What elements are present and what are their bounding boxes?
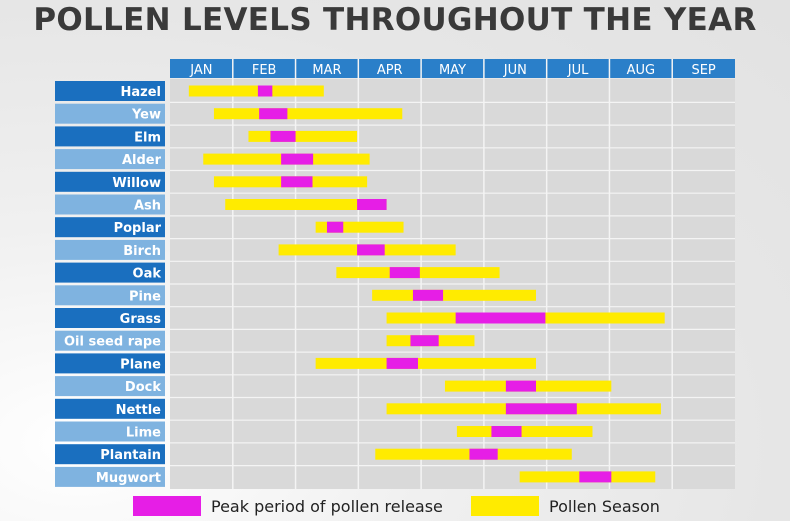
row-label-box [55,466,165,487]
peak-bar-yew [259,108,288,120]
row-oak: Oak [55,260,735,283]
legend-label-peak: Peak period of pollen release [211,496,443,516]
row-label-box [55,149,165,170]
row-label-box [55,126,165,147]
row-label: Lime [126,426,161,441]
row-label-box [55,398,165,419]
row-oil-seed-rape: Oil seed rape [55,328,735,351]
legend-swatch-season [471,496,539,516]
row-label-box [55,421,165,442]
row-label: Grass [120,312,162,327]
row-label-box [55,239,165,260]
month-label-mar: MAR [312,63,341,78]
peak-bar-oak [389,267,420,279]
peak-bar-birch [357,244,385,256]
peak-bar-plantain [469,448,498,460]
row-birch: Birch [55,238,735,260]
row-label-box [55,376,165,397]
row-ash: Ash [55,192,735,215]
row-label: Yew [131,108,161,123]
row-label-box [55,353,165,374]
row-label: Plane [120,357,161,372]
row-label: Oil seed rape [64,335,161,350]
row-lime: Lime [55,419,735,442]
row-label-box [55,81,165,101]
row-label: Poplar [114,221,162,236]
row-label: Dock [125,380,161,395]
row-label-box [55,194,165,215]
peak-bar-ash [357,199,387,210]
row-alder: Alder [55,147,735,170]
row-label-box [55,285,165,306]
peak-bar-hazel [257,85,273,97]
row-label: Elm [134,130,161,145]
row-label-box [55,217,165,238]
month-label-feb: FEB [252,63,277,78]
row-label: Ash [134,199,161,214]
chart-title: POLLEN LEVELS THROUGHOUT THE YEAR [33,2,757,38]
row-plantain: Plantain [55,442,735,465]
season-bar-ash [225,199,387,210]
row-pine: Pine [55,283,735,306]
peak-bar-elm [270,130,296,142]
row-elm: Elm [55,124,735,147]
peak-bar-dock [505,380,536,392]
peak-bar-alder [281,153,314,165]
season-bar-yew [213,108,403,120]
month-label-may: MAY [439,63,466,78]
peak-bar-nettle [505,403,577,415]
row-grass: Grass [55,306,735,328]
month-header-band [170,59,735,78]
peak-bar-willow [281,176,313,188]
season-bar-elm [248,130,358,142]
peak-bar-oil-seed-rape [410,335,439,347]
legend-item-season: Pollen Season [471,496,660,516]
month-label-apr: APR [377,63,403,78]
row-willow: Willow [55,169,735,192]
row-poplar: Poplar [55,215,735,238]
peak-bar-plane [386,357,418,369]
month-label-sep: SEP [691,63,715,78]
peak-bar-grass [455,312,546,324]
season-bar-hazel [188,85,324,97]
peak-bar-lime [491,426,522,437]
row-plane: Plane [55,351,735,374]
legend-label-season: Pollen Season [549,496,660,516]
season-bar-plane [315,357,536,369]
month-label-jun: JUN [503,63,527,78]
row-yew: Yew [55,101,735,124]
legend-item-peak: Peak period of pollen release [133,496,443,516]
legend: Peak period of pollen release Pollen Sea… [0,496,790,520]
row-label: Hazel [121,85,162,100]
season-bar-poplar [315,221,404,233]
month-label-jan: JAN [189,63,212,78]
season-bar-lime [456,426,593,437]
row-label: Mugwort [96,471,161,486]
row-label-box [55,103,165,124]
row-label-box [55,330,165,351]
row-label-box [55,171,165,192]
month-label-jul: JUL [567,63,589,78]
peak-bar-pine [412,289,444,301]
row-mugwort: Mugwort [55,465,735,487]
row-nettle: Nettle [55,396,735,419]
row-label-box [55,444,165,465]
row-label-box [55,308,165,328]
row-label: Alder [122,153,162,168]
month-label-aug: AUG [627,63,655,78]
row-dock: Dock [55,374,735,397]
peak-bar-mugwort [579,471,612,483]
row-label: Plantain [100,448,161,463]
row-label: Nettle [116,403,162,418]
row-label: Pine [129,289,161,304]
row-hazel: Hazel [55,81,324,101]
row-label: Willow [112,176,161,191]
peak-bar-poplar [326,221,344,233]
legend-swatch-peak [133,496,201,516]
row-label-box [55,262,165,283]
row-label: Oak [133,267,162,282]
row-label: Birch [123,244,161,259]
season-bar-pine [372,289,536,301]
